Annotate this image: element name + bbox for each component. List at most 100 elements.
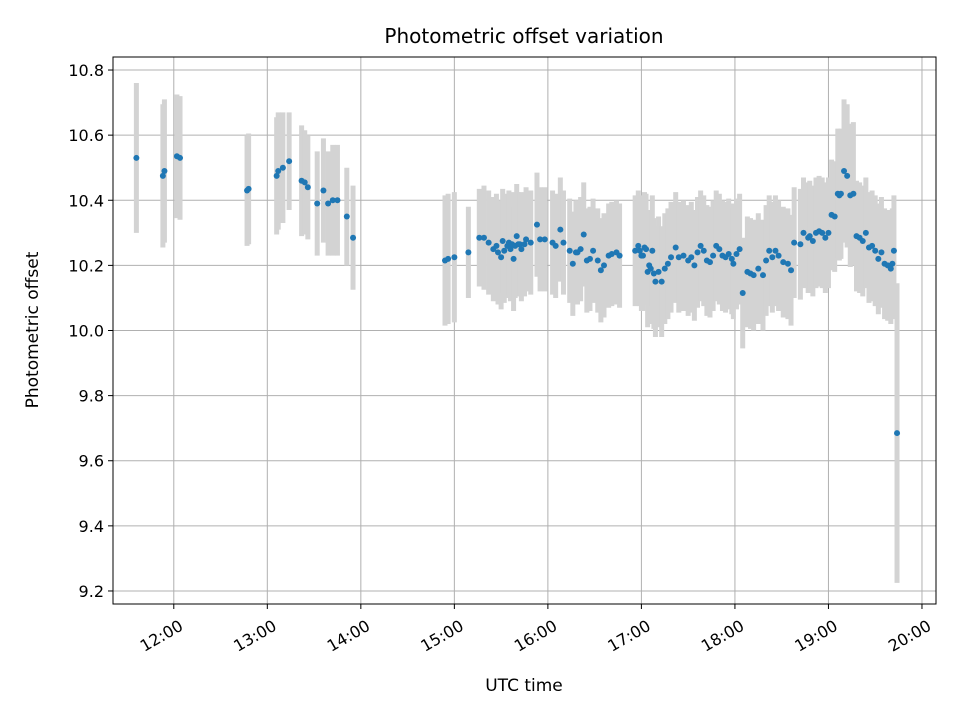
data-point: [739, 290, 746, 297]
data-point: [825, 229, 832, 236]
data-point: [797, 241, 804, 248]
data-point: [780, 259, 787, 266]
data-point: [350, 234, 357, 241]
data-point: [510, 255, 517, 262]
data-point: [580, 231, 587, 238]
data-point: [286, 158, 293, 165]
data-point: [507, 246, 514, 253]
data-point: [600, 262, 607, 269]
data-point: [788, 267, 795, 274]
grid: [113, 57, 936, 604]
data-point: [560, 239, 567, 246]
data-point: [586, 255, 593, 262]
y-tick-label: 10.2: [68, 256, 104, 275]
data-point: [304, 184, 311, 191]
data-point: [329, 197, 336, 204]
data-point: [728, 255, 735, 262]
data-point: [658, 278, 665, 285]
data-point: [890, 247, 897, 254]
data-point: [632, 247, 639, 254]
y-tick-label: 9.8: [79, 387, 104, 406]
data-point: [822, 234, 829, 241]
data-point: [837, 190, 844, 197]
data-point: [694, 249, 701, 256]
chart-title: Photometric offset variation: [384, 24, 663, 48]
data-point: [493, 242, 500, 249]
data-point: [875, 255, 882, 262]
data-point: [680, 252, 687, 259]
data-point: [831, 213, 838, 220]
data-point: [499, 237, 506, 244]
data-point: [716, 246, 723, 253]
data-point: [710, 252, 717, 259]
data-point: [616, 252, 623, 259]
data-point: [245, 185, 252, 192]
y-tick-label: 10.0: [68, 322, 104, 341]
data-point: [672, 244, 679, 251]
data-point: [590, 247, 597, 254]
data-point: [675, 254, 682, 261]
data-point: [725, 250, 732, 257]
data-point: [639, 252, 646, 259]
data-point: [759, 272, 766, 279]
data-point: [844, 172, 851, 179]
data-point: [806, 233, 813, 240]
data-point: [569, 260, 576, 267]
data-point: [513, 233, 520, 240]
data-point: [594, 257, 601, 264]
data-point: [161, 167, 168, 174]
data-point: [480, 234, 487, 241]
data-point: [706, 259, 713, 266]
data-point: [869, 242, 876, 249]
y-axis: 9.2 9.4 9.6 9.8 10.0 10.2 10.4 10.6 10.8: [68, 61, 113, 601]
y-tick-label: 10.8: [68, 61, 104, 80]
x-axis-label: UTC time: [485, 676, 563, 696]
data-point: [527, 239, 534, 246]
data-point: [700, 247, 707, 254]
data-point: [872, 247, 879, 254]
data-point: [320, 187, 327, 194]
data-point: [325, 200, 332, 207]
data-point: [841, 167, 848, 174]
data-point: [608, 250, 615, 257]
data-point: [736, 246, 743, 253]
y-tick-label: 9.4: [79, 517, 104, 536]
y-tick-label: 10.4: [68, 191, 104, 210]
data-point: [784, 260, 791, 267]
data-point: [887, 265, 894, 272]
data-point: [647, 265, 654, 272]
data-point: [791, 239, 798, 246]
data-point: [730, 260, 737, 267]
data-point: [655, 268, 662, 275]
data-point: [334, 197, 341, 204]
data-point: [649, 247, 656, 254]
data-point: [279, 164, 286, 171]
data-point: [159, 172, 166, 179]
data-point: [485, 239, 492, 246]
data-point: [133, 154, 140, 161]
y-axis-label: Photometric offset: [23, 251, 43, 408]
data-point: [451, 254, 458, 261]
data-point: [518, 246, 525, 253]
data-point: [755, 265, 762, 272]
data-point: [691, 262, 698, 269]
data-point: [750, 272, 757, 279]
data-point: [465, 249, 472, 256]
data-point: [894, 430, 901, 437]
data-point: [523, 236, 530, 243]
data-point: [800, 229, 807, 236]
data-point: [889, 260, 896, 267]
data-point: [772, 247, 779, 254]
data-point: [498, 254, 505, 261]
data-point: [597, 267, 604, 274]
data-point: [541, 236, 548, 243]
data-point: [763, 257, 770, 264]
data-point: [643, 246, 650, 253]
data-point: [697, 242, 704, 249]
data-point: [445, 255, 452, 262]
data-point: [314, 200, 321, 207]
data-point: [557, 226, 564, 233]
data-point: [664, 260, 671, 267]
data-point: [688, 254, 695, 261]
